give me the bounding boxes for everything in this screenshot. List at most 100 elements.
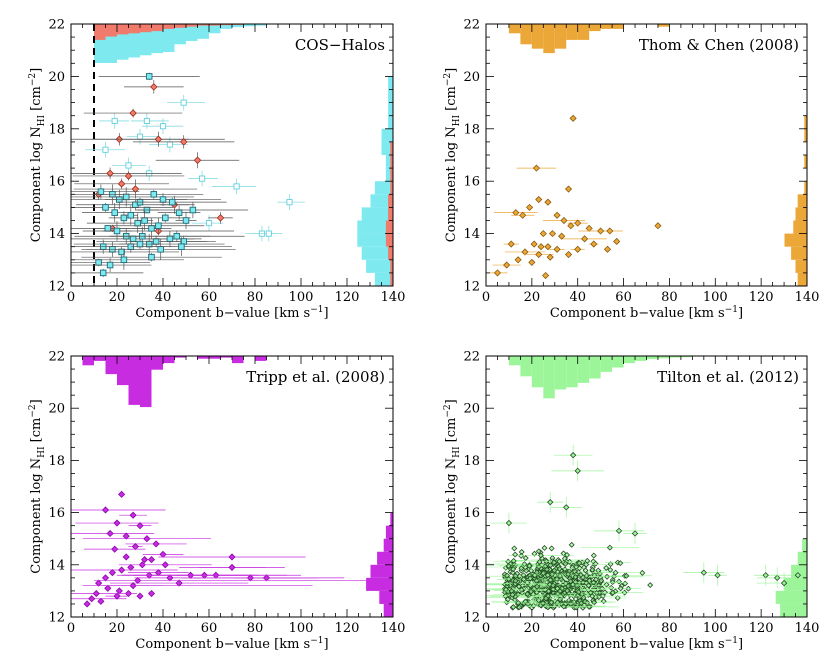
data-point (148, 225, 155, 232)
data-point (111, 209, 118, 216)
data-point (583, 573, 590, 580)
data-point (117, 180, 126, 188)
y-tick-label: 16 (463, 506, 480, 521)
y-tick-label: 14 (463, 558, 480, 573)
hist-top-bar (163, 24, 175, 29)
data-point (528, 588, 535, 595)
hist-top-bar (566, 356, 578, 388)
data-point (522, 555, 529, 562)
hist-top-bar (82, 356, 94, 366)
data-point (560, 603, 567, 610)
data-point (265, 230, 272, 237)
data-point (108, 569, 116, 577)
hist-top-bar (151, 24, 163, 32)
data-point (159, 550, 167, 558)
data-point (528, 258, 536, 266)
x-tick-label: 80 (247, 290, 264, 305)
data-point (134, 219, 141, 227)
y-tick-label: 20 (463, 70, 480, 85)
data-point (113, 227, 121, 235)
data-point (623, 572, 630, 579)
data-point (516, 604, 523, 611)
hist-right-bar (793, 220, 807, 234)
hist-top-bar (577, 24, 590, 40)
plot-area (487, 24, 807, 286)
data-point (549, 554, 556, 561)
data-point (104, 584, 112, 592)
data-point (654, 222, 662, 230)
data-point (505, 562, 512, 569)
data-point (774, 574, 781, 582)
data-point (154, 569, 162, 577)
hist-top-bar (600, 356, 613, 372)
data-point (182, 217, 190, 224)
data-point (564, 185, 573, 193)
hist-top-bar (94, 24, 106, 40)
data-point (166, 574, 174, 582)
x-tick-label: 20 (109, 290, 126, 305)
data-point (168, 198, 176, 206)
x-tick-label: 120 (335, 621, 360, 636)
data-point (609, 589, 616, 596)
hist-top-bar (623, 356, 636, 364)
panel-title: Tripp et al. (2008) (246, 368, 385, 386)
hist-right-bar (795, 207, 807, 221)
y-axis-label: Component log NHI [cm−2] (443, 399, 462, 573)
data-point (576, 560, 583, 567)
x-tick-label: 20 (524, 621, 541, 636)
data-point (542, 576, 549, 583)
hist-top-bar (243, 24, 255, 27)
data-point (106, 529, 114, 538)
data-point (563, 504, 570, 511)
data-point (544, 572, 551, 579)
y-tick-label: 18 (463, 122, 480, 137)
data-point (647, 582, 654, 589)
y-tick-label: 16 (48, 175, 65, 190)
data-point (607, 561, 614, 568)
data-point (106, 169, 114, 178)
data-point (521, 248, 529, 256)
data-point (546, 253, 554, 261)
data-point (553, 245, 561, 253)
data-point (120, 256, 128, 264)
data-point (97, 188, 105, 195)
data-point (106, 261, 114, 269)
x-tick-label: 140 (795, 290, 820, 305)
data-point (584, 557, 591, 564)
data-point (535, 195, 543, 204)
hist-right-bar (361, 246, 393, 260)
y-tick-label: 20 (48, 402, 65, 417)
data-point (564, 587, 571, 594)
hist-top-bar (232, 24, 244, 28)
y-tick-label: 18 (48, 122, 65, 137)
panel-cos-halos: 0 20 40 60 80 100 120 140 12 14 16 18 20 22 COS−Halos C… (28, 18, 405, 322)
data-point (127, 212, 135, 219)
hist-top-bar (163, 356, 175, 364)
data-point (111, 117, 118, 124)
data-point (228, 563, 236, 571)
data-point (122, 553, 130, 561)
data-point (548, 545, 555, 552)
data-point (608, 584, 615, 591)
data-point (639, 569, 646, 576)
hist-top-bar (520, 24, 532, 45)
data-point (550, 559, 557, 566)
data-point (574, 219, 582, 227)
x-tick-label: 40 (569, 290, 586, 305)
hist-right-bar (797, 551, 807, 565)
hist-top-bar (140, 24, 152, 56)
hist-top-bar (531, 356, 544, 388)
x-tick-label: 40 (569, 621, 586, 636)
hist-top-bar (531, 24, 544, 49)
hist-right-bar (388, 194, 393, 208)
hist-top-bar (554, 24, 567, 49)
data-point (129, 109, 137, 117)
hist-top-bar (600, 24, 613, 29)
hist-right-bar (388, 89, 393, 103)
data-point (578, 600, 585, 607)
x-axis-label: Component b−value [km s−1] (135, 636, 328, 652)
data-point (523, 567, 530, 574)
hist-top-bar (197, 24, 209, 26)
data-point (510, 566, 517, 573)
data-point (548, 230, 557, 238)
